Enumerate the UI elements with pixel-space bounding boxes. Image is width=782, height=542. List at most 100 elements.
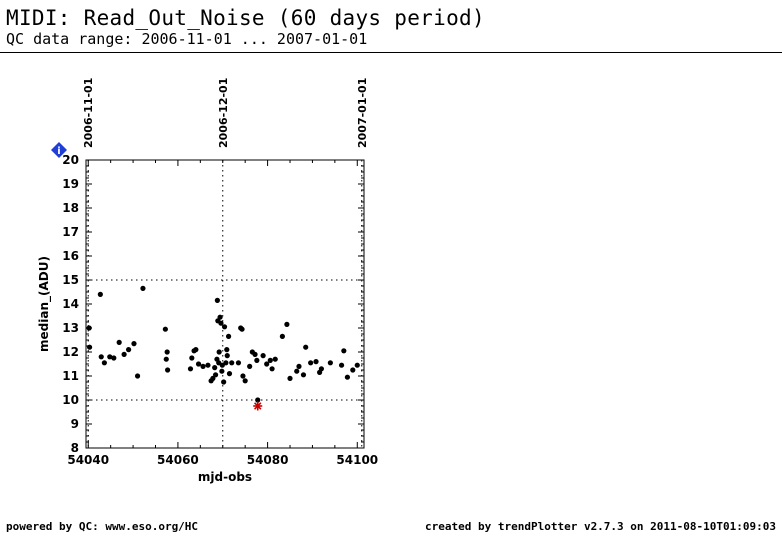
date-marker-label: 2006-12-01 [217,78,230,148]
data-point [287,375,293,381]
data-point [107,354,113,360]
title-divider [0,52,782,53]
info-icon-label: i [57,146,60,157]
data-point [210,375,216,381]
y-tick-label: 10 [62,393,79,407]
data-point [327,360,333,366]
title-block: MIDI: Read_Out_Noise (60 days period) QC… [6,6,485,48]
data-point [224,347,230,353]
y-tick-label: 14 [62,297,79,311]
data-point [205,362,211,368]
y-tick-label: 16 [62,249,79,263]
data-point [269,366,275,372]
outlier-star-stroke [253,402,262,410]
data-point [98,354,104,360]
data-point [264,361,270,367]
y-tick-label: 12 [62,345,79,359]
data-point [212,372,219,378]
plot-frame [85,159,365,449]
data-point [267,357,273,363]
data-point [116,339,122,345]
data-point [247,363,253,369]
data-point [272,356,278,362]
data-point [189,355,195,361]
info-icon [51,142,67,158]
data-point [214,297,220,303]
data-point [354,362,360,368]
data-point [255,397,261,403]
page-subtitle: QC data range: 2006-11-01 ... 2007-01-01 [6,30,368,48]
data-point [229,360,235,366]
data-point [140,285,146,291]
data-point [164,349,170,355]
footer-created-by: created by trendPlotter v2.7.3 on 2011-0… [425,520,776,533]
data-point [223,360,229,366]
data-point [216,349,222,355]
data-point [284,321,290,327]
y-tick-label: 11 [62,369,79,383]
data-point [131,341,137,347]
data-point [225,333,232,339]
data-point [260,353,266,359]
outlier-star-marker [253,401,263,411]
data-point [313,359,319,365]
data-point [101,360,107,366]
x-axis-label: mjd-obs [198,470,252,484]
date-marker-label: 2007-01-01 [356,78,369,148]
data-point [212,365,218,371]
data-point [226,371,233,377]
data-point [235,360,242,366]
data-point [242,378,248,384]
data-point [240,373,246,379]
data-point [121,351,127,357]
y-tick-label: 17 [62,225,79,239]
data-point [193,347,199,353]
data-point [111,355,117,361]
data-point [252,351,258,357]
y-tick-label: 18 [62,201,79,215]
data-point [224,353,230,359]
data-point [294,368,300,374]
data-point [97,291,103,297]
y-tick-label: 20 [62,153,79,167]
data-point [187,366,194,372]
data-point [125,347,132,353]
data-point [162,326,168,332]
data-point [350,367,356,373]
y-tick-label: 8 [71,441,79,455]
data-point [86,325,92,331]
data-point [338,362,345,368]
data-point [279,333,285,339]
data-point [219,368,225,374]
data-point [221,379,227,385]
data-point [254,357,260,363]
x-tick-label: 54080 [247,453,289,467]
data-point [163,356,169,362]
data-point [303,344,309,350]
x-tick-label: 54040 [67,453,109,467]
footer-powered-by: powered by QC: www.eso.org/HC [6,520,199,533]
data-point [134,373,141,379]
y-tick-label: 9 [71,417,79,431]
data-point [300,372,307,378]
data-point [218,320,224,326]
data-point [318,366,325,372]
data-point [221,324,228,330]
data-point [165,367,171,373]
data-point [296,363,302,369]
data-point [239,326,245,332]
data-point [200,363,206,369]
data-point [217,314,223,320]
y-tick-label: 15 [62,273,79,287]
x-tick-label: 54100 [336,453,378,467]
data-point [341,348,347,354]
x-tick-label: 54060 [157,453,199,467]
y-tick-label: 19 [62,177,79,191]
data-point [344,374,351,380]
y-tick-label: 13 [62,321,79,335]
data-point [308,360,314,366]
y-axis-label: median_(ADU) [37,256,52,352]
data-point [86,344,93,350]
data-point [195,361,202,367]
